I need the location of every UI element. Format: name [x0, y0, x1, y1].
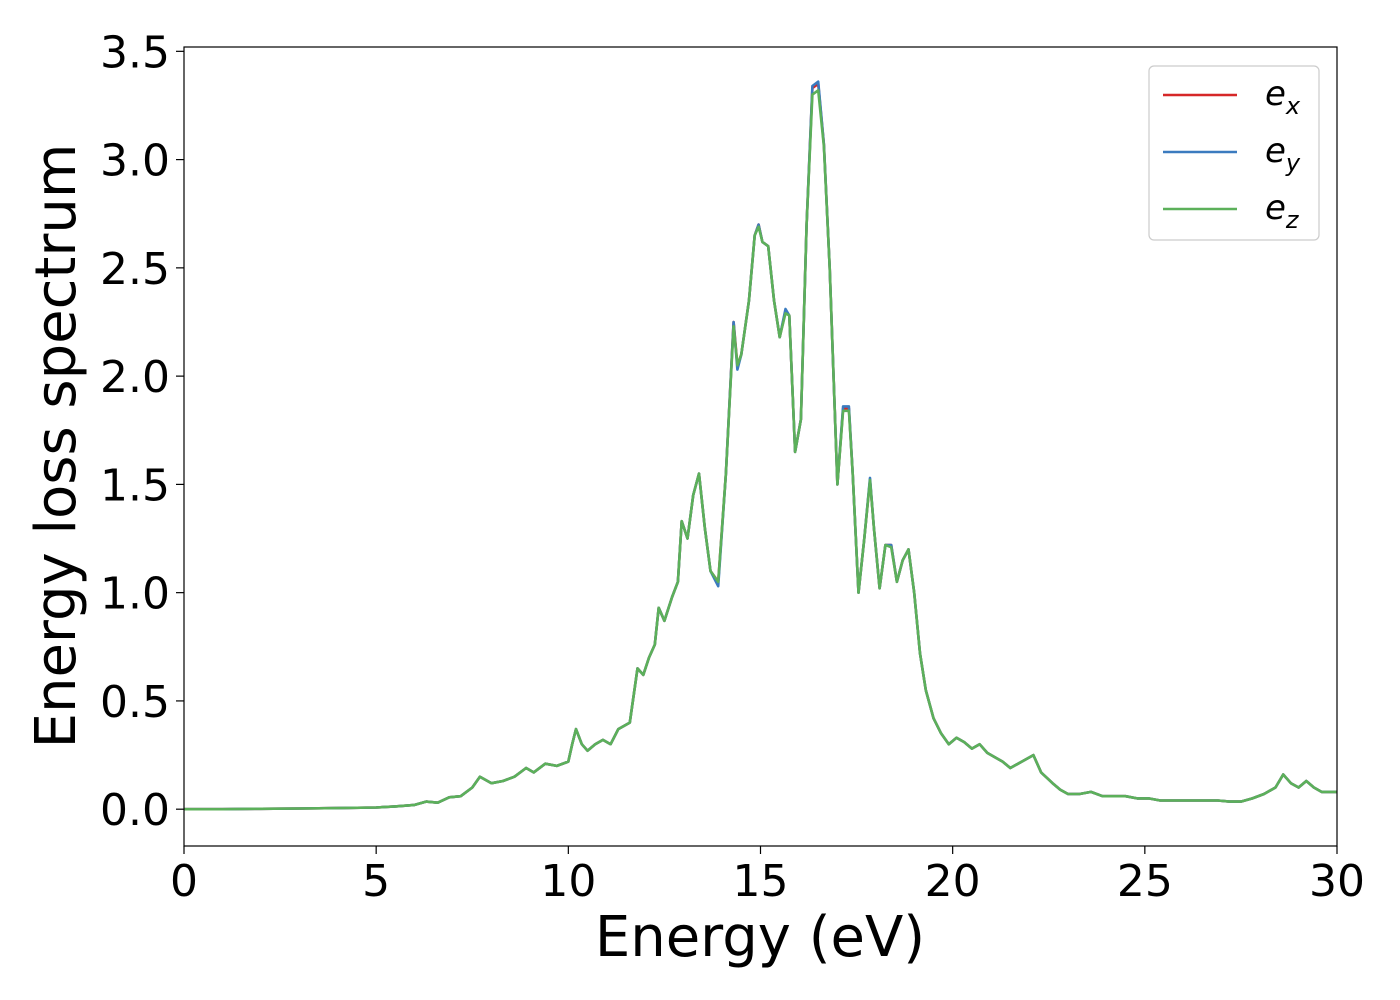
legend-label-y: ey [1265, 131, 1301, 177]
series-line-z [184, 89, 1337, 811]
y-axis-title: Energy loss spectrum [24, 144, 89, 749]
y-tick-label: 3.0 [100, 136, 170, 187]
x-tick-label: 25 [1117, 856, 1173, 907]
x-axis: 0 5 10 15 20 25 30 [170, 846, 1365, 907]
series-layer [184, 80, 1337, 811]
legend-label-base: e [1265, 131, 1286, 171]
legend-label-subscript: x [1285, 92, 1301, 120]
y-tick-label: 1.0 [100, 569, 170, 620]
x-tick-label: 20 [925, 856, 981, 907]
y-tick-label: 0.5 [100, 677, 170, 728]
y-tick-label: 3.5 [100, 27, 170, 78]
y-tick-label: 1.5 [100, 460, 170, 511]
legend-label-subscript: y [1285, 149, 1301, 177]
legend-label-z: ez [1265, 188, 1300, 234]
x-tick-label: 5 [362, 856, 390, 907]
y-tick-label: 2.0 [100, 352, 170, 403]
x-tick-label: 0 [170, 856, 198, 907]
x-tick-label: 30 [1309, 856, 1365, 907]
legend-label-x: ex [1265, 74, 1301, 120]
y-tick-label: 2.5 [100, 244, 170, 295]
legend-label-base: e [1265, 74, 1286, 114]
x-tick-label: 10 [540, 856, 596, 907]
x-tick-label: 15 [733, 856, 789, 907]
legend-label-subscript: z [1285, 206, 1300, 234]
y-tick-label: 0.0 [100, 785, 170, 836]
x-axis-title: Energy (eV) [595, 905, 925, 970]
legend-label-base: e [1265, 188, 1286, 228]
y-axis: 0.0 0.5 1.0 1.5 2.0 2.5 3.0 3.5 [100, 27, 184, 836]
